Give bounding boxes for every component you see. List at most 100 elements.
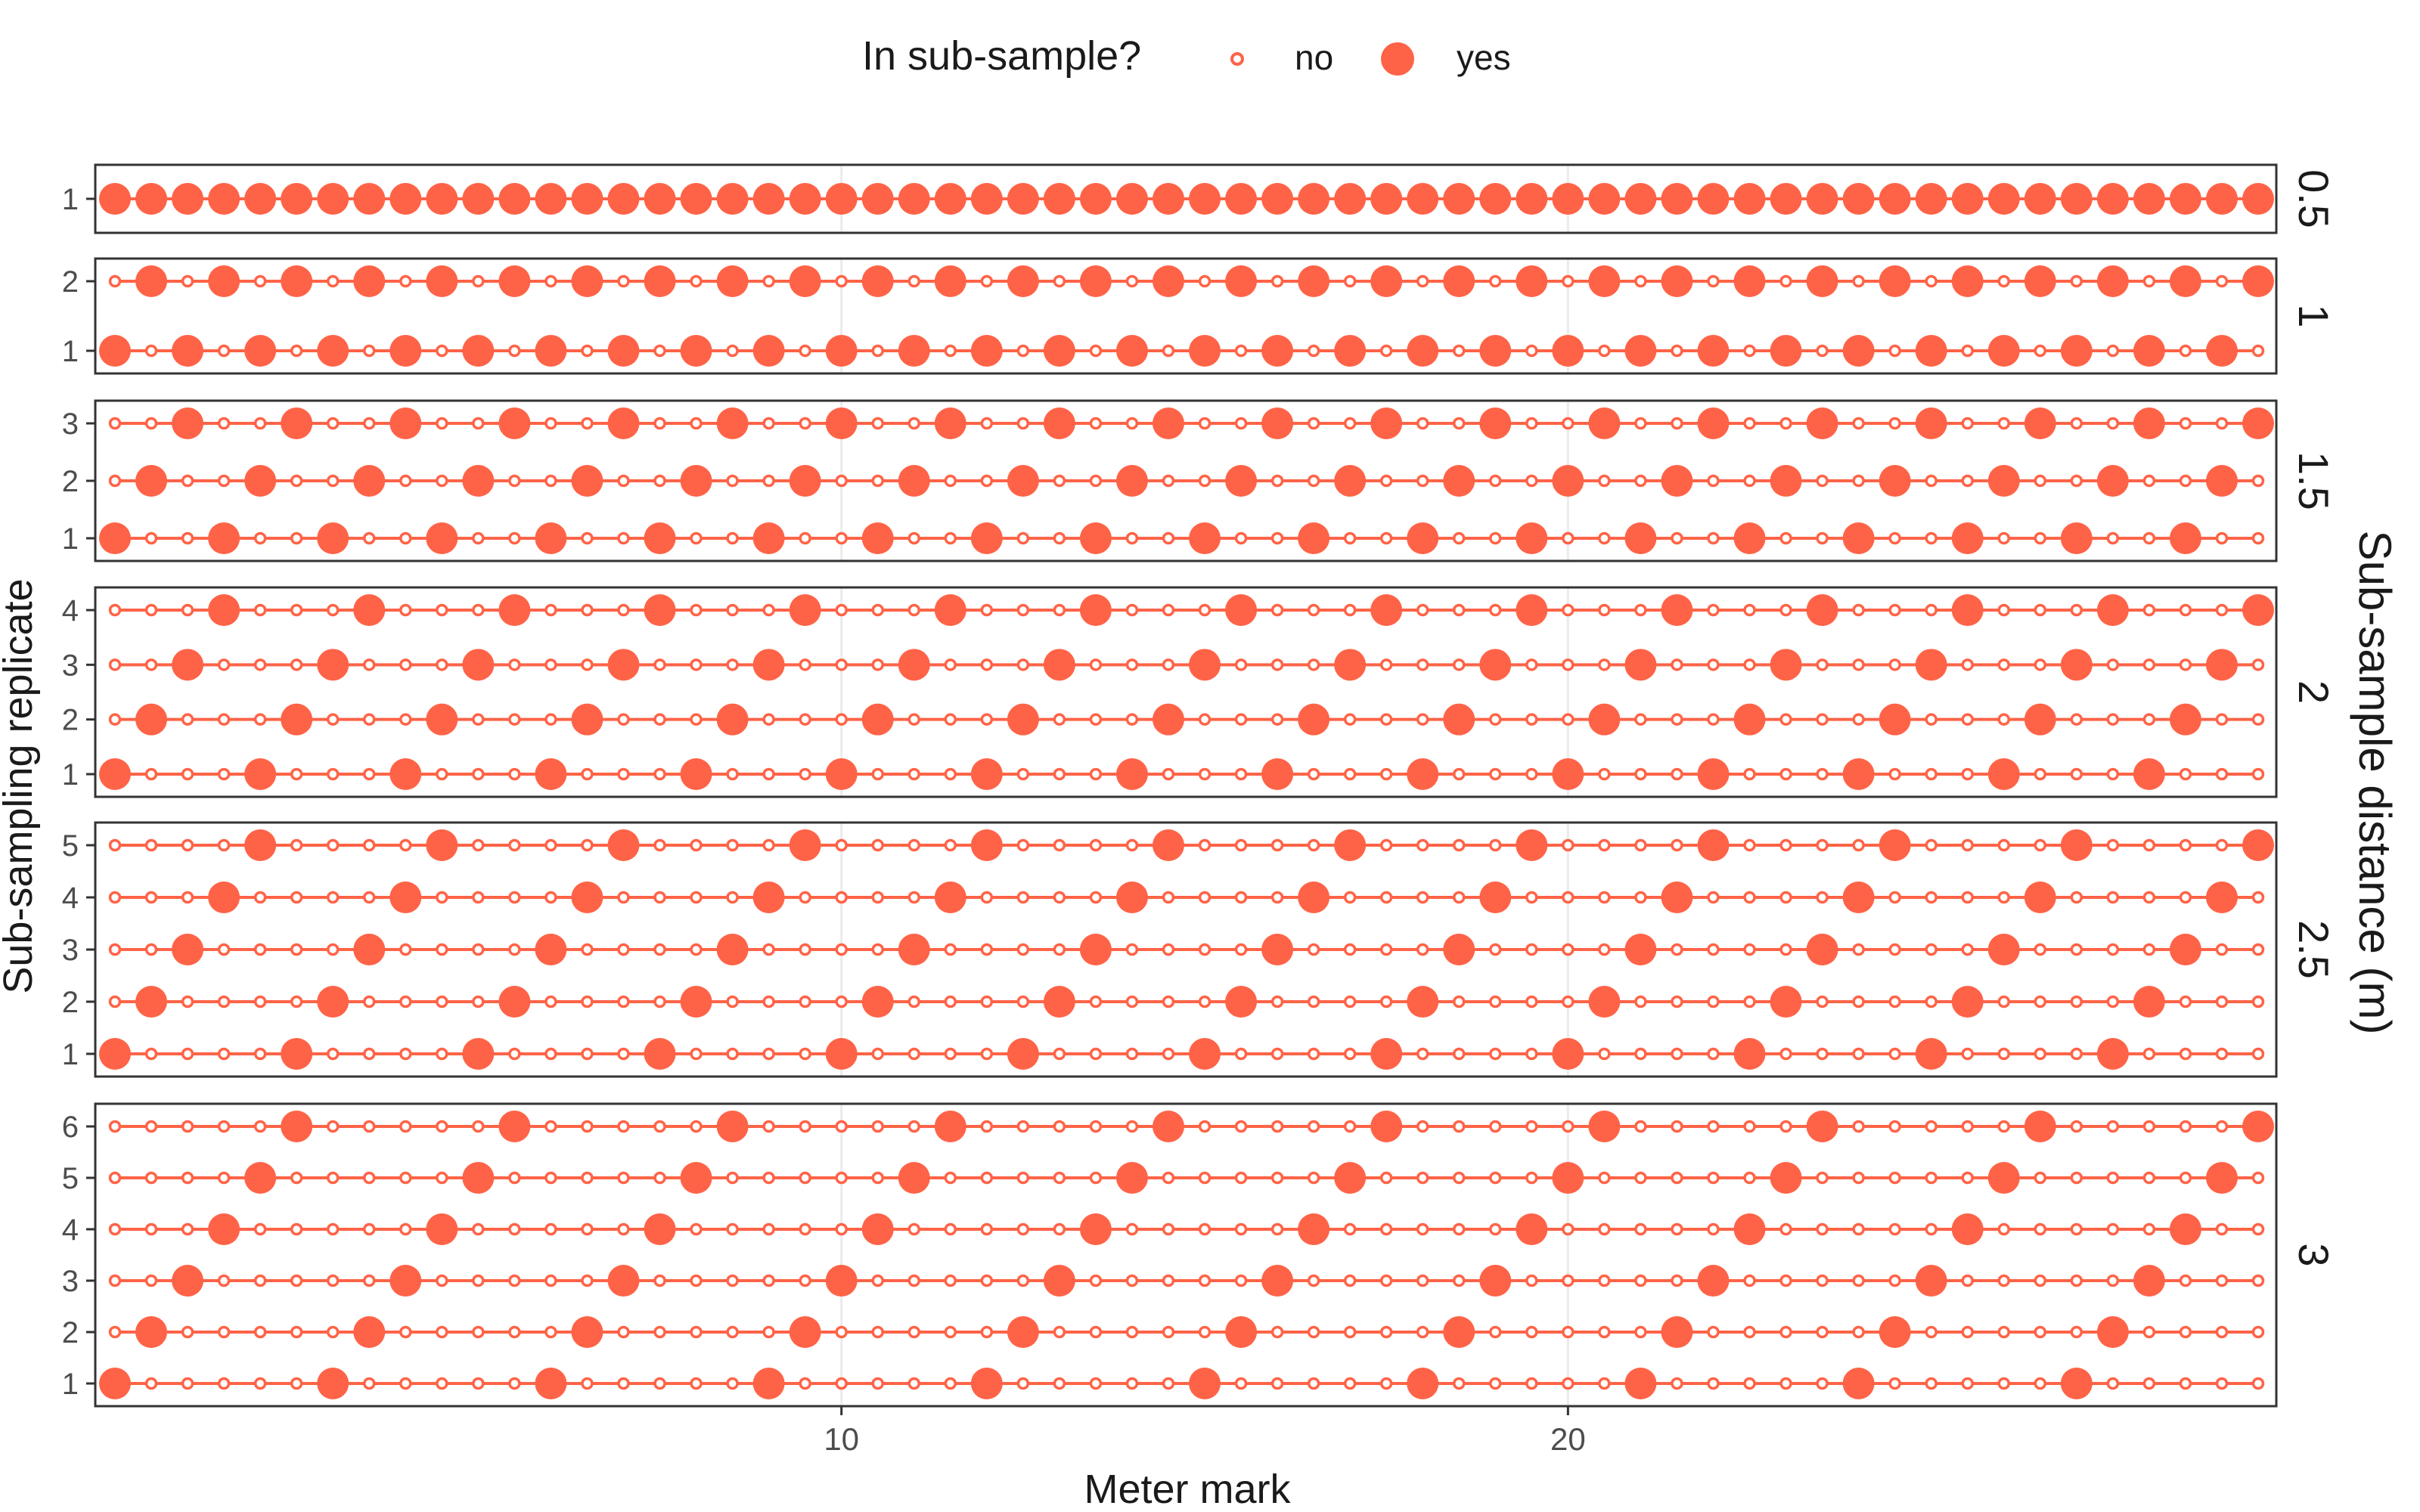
point-no: [1053, 891, 1066, 904]
point-yes: [462, 1162, 495, 1194]
point-yes: [1879, 265, 1911, 297]
point-no: [690, 417, 703, 430]
point-no: [1598, 658, 1611, 671]
point-no: [2251, 713, 2265, 726]
point-yes: [680, 335, 712, 367]
point-no: [799, 658, 811, 671]
y-tick-label: 3: [62, 407, 79, 441]
y-tick-label: 1: [62, 522, 79, 556]
point-no: [617, 943, 630, 956]
point-no: [1888, 1047, 1901, 1061]
point-no: [2251, 1222, 2265, 1236]
point-no: [1707, 1171, 1720, 1185]
point-no: [690, 658, 703, 671]
point-no: [1234, 658, 1248, 671]
point-yes: [1079, 934, 1112, 965]
point-no: [726, 838, 739, 852]
y-tick-label: 5: [62, 829, 79, 863]
point-no: [399, 1120, 412, 1133]
point-no: [726, 995, 739, 1009]
y-tick-label: 3: [62, 934, 79, 967]
point-no: [2179, 1171, 2192, 1185]
point-no: [1925, 1325, 1938, 1339]
point-no: [1270, 1120, 1284, 1133]
point-no: [1379, 1222, 1393, 1236]
point-yes: [1661, 183, 1693, 215]
point-no: [1525, 417, 1538, 430]
point-no: [326, 417, 340, 430]
point-no: [290, 891, 303, 904]
point-yes: [789, 183, 821, 215]
point-no: [617, 891, 630, 904]
point-no: [2070, 1274, 2083, 1287]
point-no: [1525, 891, 1538, 904]
point-no: [2142, 713, 2156, 726]
point-no: [1343, 1325, 1357, 1339]
point-no: [1234, 1274, 1248, 1287]
point-no: [1925, 1222, 1938, 1236]
point-yes: [861, 183, 894, 215]
point-no: [472, 1325, 485, 1339]
point-no: [2070, 603, 2083, 617]
point-yes: [1479, 1265, 1512, 1297]
point-no: [1743, 891, 1756, 904]
point-no: [1234, 1120, 1248, 1133]
point-yes: [680, 758, 712, 790]
point-yes: [2242, 265, 2274, 297]
point-no: [1270, 1171, 1284, 1185]
point-yes: [498, 986, 531, 1018]
point-yes: [1770, 183, 1802, 215]
point-no: [1453, 658, 1466, 671]
point-no: [144, 1377, 158, 1390]
point-no: [1162, 1377, 1175, 1390]
point-no: [2034, 838, 2047, 852]
point-yes: [1007, 1038, 1039, 1070]
point-yes: [1951, 594, 1984, 626]
point-no: [2106, 1222, 2120, 1236]
point-yes: [1225, 1316, 1258, 1348]
point-no: [1925, 838, 1938, 852]
point-yes: [644, 183, 676, 215]
point-yes: [789, 465, 821, 497]
point-no: [144, 1120, 158, 1133]
point-no: [1671, 1171, 1683, 1185]
point-yes: [680, 465, 712, 497]
point-no: [1453, 1047, 1466, 1061]
point-no: [1234, 767, 1248, 781]
point-no: [1525, 1047, 1538, 1061]
point-no: [1162, 943, 1175, 956]
point-no: [508, 713, 521, 726]
y-tick-label: 1: [62, 335, 79, 368]
point-no: [362, 995, 376, 1009]
point-no: [835, 1222, 848, 1236]
point-no: [1888, 767, 1901, 781]
point-no: [2070, 943, 2083, 956]
point-no: [508, 1171, 521, 1185]
point-no: [1270, 274, 1284, 288]
point-no: [472, 417, 485, 430]
point-no: [799, 1377, 811, 1390]
point-yes: [1261, 183, 1294, 215]
point-no: [108, 274, 122, 288]
point-no: [2142, 1325, 2156, 1339]
point-yes: [208, 183, 240, 215]
point-yes: [1733, 522, 1766, 554]
point-yes: [1987, 465, 2020, 497]
point-no: [2034, 344, 2047, 358]
point-yes: [2133, 986, 2165, 1018]
point-yes: [2024, 881, 2056, 913]
point-no: [290, 603, 303, 617]
point-yes: [172, 183, 204, 215]
point-no: [181, 1120, 194, 1133]
point-no: [980, 1222, 994, 1236]
point-yes: [970, 335, 1003, 367]
point-no: [1198, 1274, 1212, 1287]
point-no: [726, 1274, 739, 1287]
point-no: [1234, 713, 1248, 726]
point-no: [436, 417, 448, 430]
point-no: [1453, 891, 1466, 904]
point-no: [1489, 531, 1502, 545]
point-no: [980, 995, 994, 1009]
point-yes: [99, 758, 131, 790]
point-yes: [1770, 1162, 1802, 1194]
